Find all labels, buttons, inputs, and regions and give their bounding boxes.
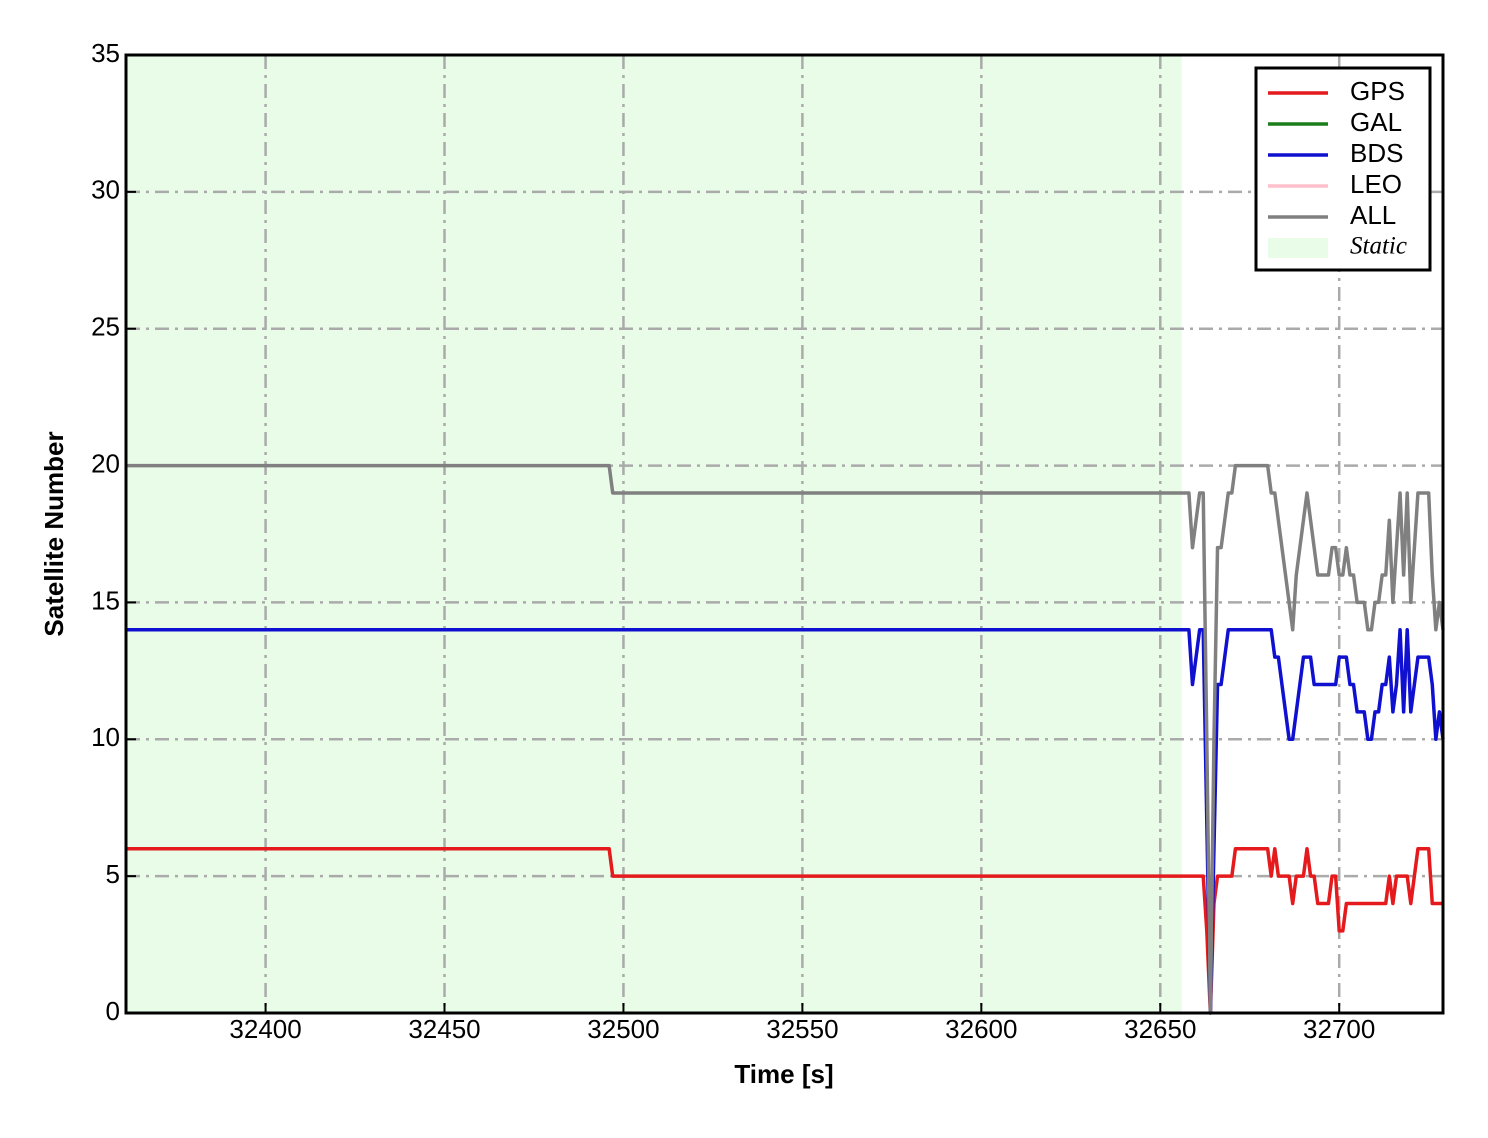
y-tick-label: 30 [91,175,120,205]
x-tick-label: 32500 [587,1014,659,1044]
legend-swatch [1268,238,1328,258]
x-tick-label: 32400 [229,1014,301,1044]
y-tick-label: 25 [91,312,120,342]
legend-frame [1254,66,1432,272]
y-tick-label: 35 [91,38,120,68]
legend-label: LEO [1350,169,1402,199]
legend-label: Static [1350,233,1407,260]
y-tick-label: 15 [91,585,120,615]
static-region [126,55,1182,1013]
x-tick-label: 32700 [1303,1014,1375,1044]
legend-label: ALL [1350,200,1396,230]
x-tick-label: 32450 [408,1014,480,1044]
data-line [126,847,1443,1015]
y-axis-label: Satellite Number [39,431,69,636]
y-tick-label: 5 [106,859,120,889]
plot-frame [124,53,1445,1015]
x-tick-label: 32550 [766,1014,838,1044]
legend-label: GAL [1350,107,1402,137]
legend-label: BDS [1350,138,1403,168]
x-tick-label: 32650 [1124,1014,1196,1044]
data-line [126,628,1445,1015]
y-tick-label: 20 [91,448,120,478]
x-axis-label: Time [s] [734,1059,833,1089]
x-tick-label: 32600 [945,1014,1017,1044]
data-line [126,463,1445,1015]
y-tick-label: 10 [91,722,120,752]
y-tick-label: 0 [106,996,120,1026]
legend-label: GPS [1350,76,1405,106]
